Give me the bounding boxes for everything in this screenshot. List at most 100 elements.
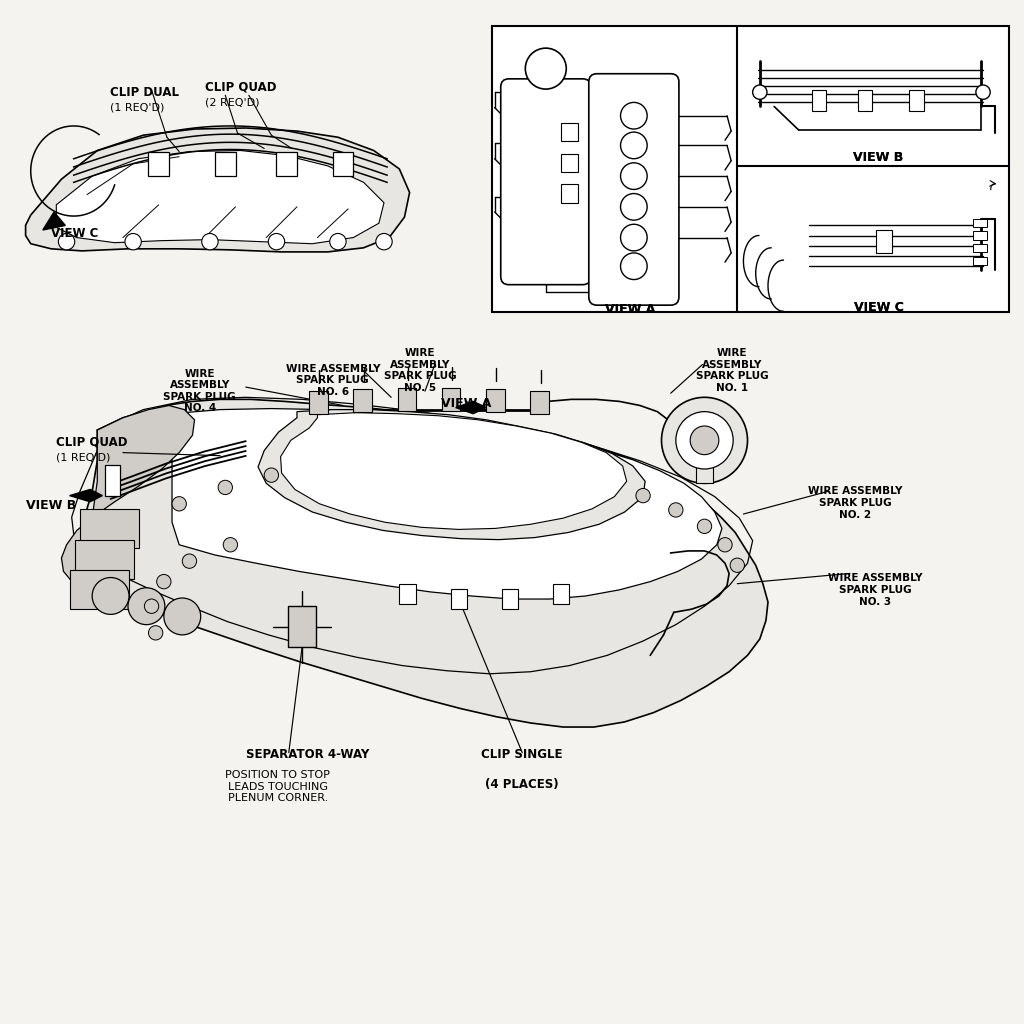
Text: WIRE
ASSEMBLY
SPARK PLUG
NO. 5: WIRE ASSEMBLY SPARK PLUG NO. 5 [384, 348, 456, 393]
Bar [973, 244, 987, 252]
Circle shape [621, 163, 647, 189]
Circle shape [505, 460, 519, 474]
Circle shape [621, 132, 647, 159]
Circle shape [182, 554, 197, 568]
Bar [561, 154, 578, 172]
FancyBboxPatch shape [501, 79, 591, 285]
Bar [530, 391, 549, 414]
Circle shape [157, 574, 171, 589]
Circle shape [730, 558, 744, 572]
Text: (1 REQ'D): (1 REQ'D) [56, 453, 111, 463]
Text: VIEW B: VIEW B [853, 151, 904, 164]
Polygon shape [43, 212, 66, 230]
Text: WIRE ASSEMBLY
SPARK PLUG
NO. 3: WIRE ASSEMBLY SPARK PLUG NO. 3 [828, 573, 923, 606]
Circle shape [128, 588, 165, 625]
Polygon shape [26, 128, 410, 252]
Circle shape [621, 253, 647, 280]
Bar [696, 455, 713, 483]
Circle shape [525, 48, 566, 89]
Text: VIEW B: VIEW B [26, 499, 76, 512]
Bar [309, 391, 328, 414]
Text: WIRE
ASSEMBLY
SPARK PLUG
NO. 1: WIRE ASSEMBLY SPARK PLUG NO. 1 [696, 348, 768, 393]
Bar [397, 388, 416, 411]
Text: POSITION TO STOP
LEADS TOUCHING
PLENUM CORNER.: POSITION TO STOP LEADS TOUCHING PLENUM C… [225, 770, 330, 803]
Circle shape [58, 233, 75, 250]
Polygon shape [56, 151, 384, 244]
Circle shape [621, 102, 647, 129]
Circle shape [411, 454, 425, 468]
Circle shape [144, 599, 159, 613]
Polygon shape [258, 410, 645, 540]
Circle shape [310, 459, 325, 473]
Circle shape [268, 233, 285, 250]
Bar [75, 540, 134, 579]
Circle shape [361, 454, 376, 468]
FancyBboxPatch shape [589, 74, 679, 305]
Bar [215, 152, 236, 176]
Bar [451, 589, 467, 609]
Circle shape [669, 503, 683, 517]
Circle shape [459, 456, 473, 470]
Text: VIEW C: VIEW C [51, 227, 98, 241]
Text: WIRE ASSEMBLY
SPARK PLUG
NO. 2: WIRE ASSEMBLY SPARK PLUG NO. 2 [808, 486, 902, 519]
Text: VIEW A: VIEW A [604, 303, 655, 316]
Circle shape [662, 397, 748, 483]
Circle shape [676, 412, 733, 469]
Polygon shape [172, 409, 722, 599]
Circle shape [172, 497, 186, 511]
Bar [105, 465, 120, 496]
Bar [973, 257, 987, 265]
Bar [333, 152, 353, 176]
Circle shape [595, 476, 609, 490]
Text: VIEW B: VIEW B [853, 151, 904, 164]
Text: SEPARATOR 4-WAY: SEPARATOR 4-WAY [246, 748, 369, 761]
Circle shape [753, 85, 767, 99]
Bar [502, 589, 518, 609]
Bar [909, 90, 924, 111]
Circle shape [376, 233, 392, 250]
Circle shape [621, 224, 647, 251]
Bar [486, 389, 505, 412]
Circle shape [718, 538, 732, 552]
Bar [80, 509, 139, 548]
Circle shape [218, 480, 232, 495]
Circle shape [690, 426, 719, 455]
Polygon shape [70, 489, 102, 502]
Polygon shape [70, 399, 768, 727]
Bar [973, 231, 987, 240]
Text: CLIP QUAD: CLIP QUAD [56, 435, 128, 449]
Bar [858, 90, 872, 111]
Text: VIEW C: VIEW C [854, 301, 903, 314]
Bar [70, 570, 129, 609]
Circle shape [223, 538, 238, 552]
Bar [288, 606, 316, 647]
Text: CLIP DUAL: CLIP DUAL [110, 86, 178, 99]
Text: WIRE ASSEMBLY
SPARK PLUG
NO. 6: WIRE ASSEMBLY SPARK PLUG NO. 6 [286, 364, 380, 396]
Text: (1 REQ'D): (1 REQ'D) [110, 102, 164, 113]
Circle shape [551, 467, 565, 481]
Bar [561, 123, 578, 141]
Text: (2 REQ'D): (2 REQ'D) [205, 97, 259, 108]
Bar [812, 90, 826, 111]
Bar [973, 219, 987, 227]
Text: CLIP SINGLE

(4 PLACES): CLIP SINGLE (4 PLACES) [481, 748, 563, 791]
Polygon shape [61, 406, 195, 584]
Text: WIRE
ASSEMBLY
SPARK PLUG
NO. 4: WIRE ASSEMBLY SPARK PLUG NO. 4 [164, 369, 236, 414]
Text: VIEW C: VIEW C [854, 301, 903, 314]
Circle shape [636, 488, 650, 503]
Circle shape [264, 468, 279, 482]
Bar [399, 584, 416, 604]
Circle shape [202, 233, 218, 250]
Text: VIEW A: VIEW A [440, 397, 492, 411]
Circle shape [697, 519, 712, 534]
Bar [276, 152, 297, 176]
Circle shape [976, 85, 990, 99]
Polygon shape [456, 401, 486, 414]
Circle shape [148, 626, 163, 640]
Polygon shape [281, 413, 627, 529]
Circle shape [330, 233, 346, 250]
Bar [442, 388, 461, 411]
Circle shape [92, 578, 129, 614]
Circle shape [164, 598, 201, 635]
Bar [876, 230, 892, 253]
